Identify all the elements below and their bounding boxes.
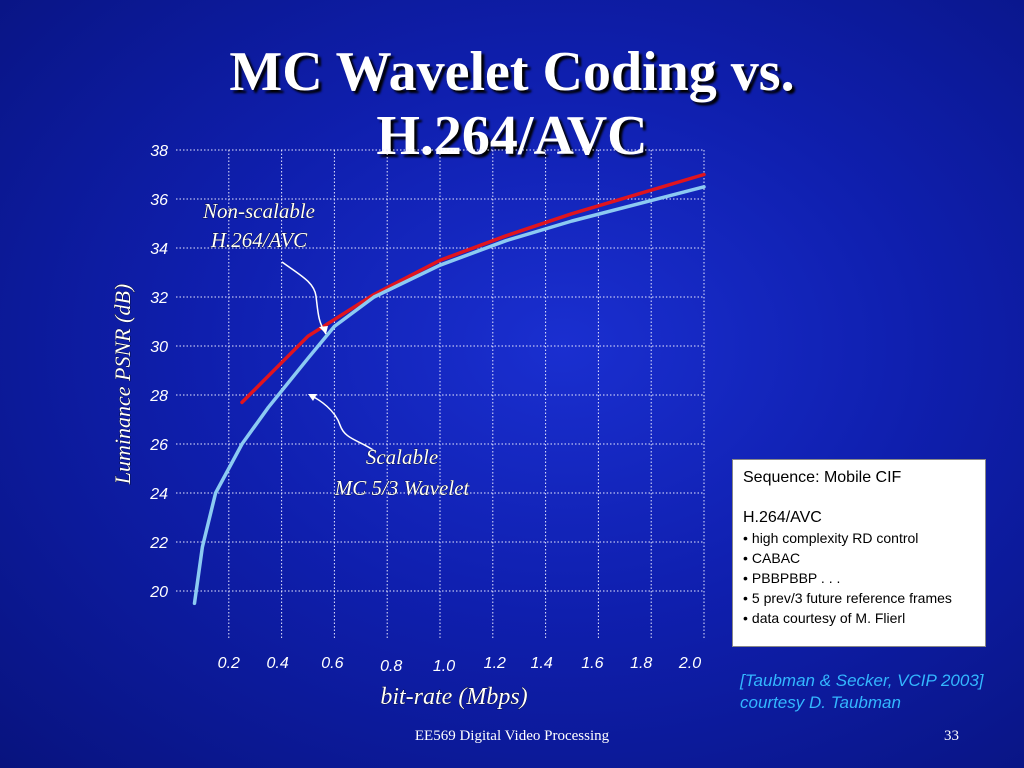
y-tick-label: 30 [150,339,168,356]
reference-line-2: courtesy D. Taubman [740,693,901,712]
codec-features-list: • high complexity RD control • CABAC • PBBP… [743,528,975,628]
x-tick-label: 1.0 [433,658,455,675]
list-item: • CABAC [743,550,801,566]
bullet-icon: • [743,570,748,586]
title-line-2: H.264/AVC [376,105,648,167]
footer-course: EE569 Digital Video Processing [414,728,610,744]
y-axis-label: Luminance PSNR (dB) [110,284,135,485]
series-label-scalable-line2: MC 5/3 Wavelet [334,476,471,500]
codec-label: H.264/AVC [743,509,822,526]
list-item: • data courtesy of M. Flierl [743,610,906,626]
series-label-scalable-line1: Scalable [366,445,438,469]
series-label-nonscalable-line1: Non-scalable [202,199,315,223]
series-label-nonscalable-line2: H.264/AVC [210,228,308,252]
annotation-arrows [281,261,377,453]
x-axis-label: bit-rate (Mbps) [380,684,527,710]
y-tick-label: 24 [149,486,168,503]
y-tick-label: 28 [149,388,168,405]
chart-ticks: 20 22 24 26 28 30 32 34 36 38 0.2 0.4 0.6 0.8 1.0 1.2 1.… [149,143,701,675]
x-tick-label: 0.8 [380,658,402,675]
x-tick-label: 1.8 [630,655,652,672]
x-tick-label: 0.4 [266,655,288,672]
reference-line-1: [Taubman & Secker, VCIP 2003] [740,671,984,690]
bullet-icon: • [743,530,748,546]
page-number: 33 [944,728,959,744]
arrow-nonscalable [281,261,327,335]
y-tick-label: 38 [150,143,168,160]
reference-citation: [Taubman & Secker, VCIP 2003] courtesy D… [740,670,984,714]
y-tick-label: 26 [149,437,168,454]
bullet-icon: • [743,550,748,566]
list-item: • PBBPBBP . . . [743,570,841,586]
list-item: • high complexity RD control [743,530,919,546]
sequence-label: Sequence: Mobile CIF [743,469,902,486]
y-tick-label: 32 [150,290,168,307]
bullet-icon: • [743,590,748,606]
arrow-scalable-head [308,394,317,401]
x-tick-label: 1.6 [581,655,603,672]
x-tick-label: 2.0 [678,655,701,672]
arrow-nonscalable-head [319,326,328,334]
series-line-scalable [192,185,706,606]
sequence-info-box: Sequence: Mobile CIF H.264/AVC • high com… [732,459,986,647]
bullet-icon: • [743,610,748,626]
y-tick-label: 36 [150,192,168,209]
list-item: • 5 prev/3 future reference frames [743,590,952,606]
slide-title: MC Wavelet Coding vs. H.264/AVC [0,40,1024,168]
chart-series [192,172,706,606]
y-tick-label: 22 [149,535,168,552]
y-tick-label: 34 [150,241,168,258]
chart-grid [176,149,705,640]
x-tick-label: 0.2 [218,655,240,672]
x-tick-label: 1.4 [530,655,552,672]
y-tick-label: 20 [149,584,168,601]
arrow-scalable [309,394,377,453]
title-line-1: MC Wavelet Coding vs. [229,41,795,103]
x-tick-label: 0.6 [321,655,343,672]
x-tick-label: 1.2 [484,655,506,672]
series-line-nonscalable [240,172,706,405]
